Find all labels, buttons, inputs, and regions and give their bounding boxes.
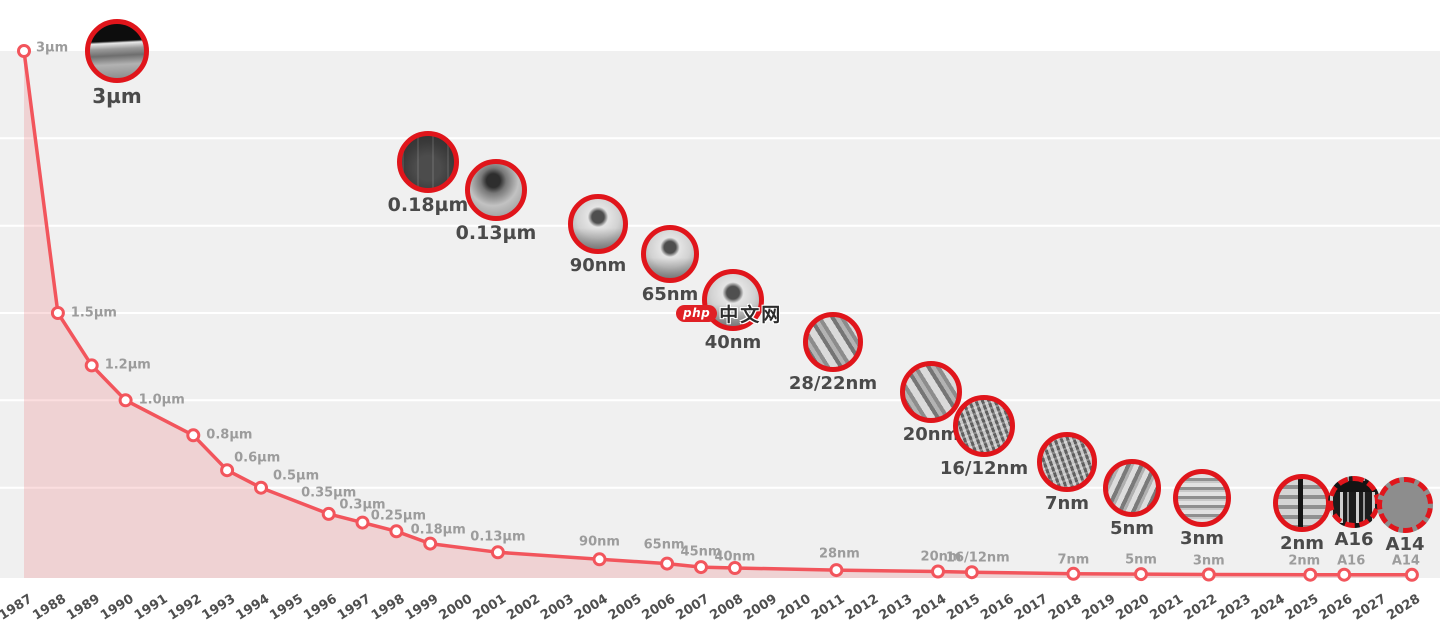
year-tick-label: 2026 [1317, 592, 1356, 624]
year-tick-label: 1987 [0, 592, 35, 624]
year-tick-label: 2023 [1215, 592, 1254, 624]
year-tick-label: 2008 [707, 592, 746, 624]
data-point-marker [118, 393, 133, 408]
year-tick-label: 2013 [877, 592, 916, 624]
year-tick-label: 2014 [910, 592, 949, 624]
year-tick-label: 2018 [1046, 592, 1085, 624]
php-logo-badge: php [676, 305, 718, 322]
year-tick-label: 1998 [369, 592, 408, 624]
data-point-marker [1404, 567, 1419, 582]
data-point-marker [84, 358, 99, 373]
year-tick-label: 2003 [538, 592, 577, 624]
data-point-marker [1134, 567, 1148, 582]
watermark-site-text: 中文网 [719, 304, 783, 326]
year-tick-label: 1992 [166, 592, 205, 624]
data-point-marker [490, 545, 505, 560]
year-tick-label: 2001 [470, 592, 509, 624]
year-tick-label: 1995 [267, 592, 306, 624]
year-tick-label: 2009 [741, 592, 780, 624]
year-tick-label: 2024 [1249, 592, 1288, 624]
year-tick-label: 1988 [30, 592, 69, 624]
data-point-marker [186, 428, 201, 443]
data-point-marker [829, 563, 844, 578]
data-point-marker [660, 556, 675, 571]
data-point-marker [592, 552, 607, 567]
year-tick-label: 1993 [200, 592, 239, 624]
data-point-marker [389, 524, 404, 539]
data-point-marker [321, 506, 336, 521]
year-tick-label: 1989 [64, 592, 103, 624]
year-tick-label: 2025 [1283, 592, 1322, 624]
year-tick-label: 1996 [301, 592, 340, 624]
year-tick-label: 2021 [1147, 592, 1186, 624]
year-tick-label: 2017 [1012, 592, 1051, 624]
data-point-marker [1201, 567, 1216, 582]
data-point-marker [1303, 567, 1318, 582]
watermark: php 中文网 [676, 300, 782, 327]
year-tick-label: 2020 [1113, 592, 1152, 624]
year-tick-label: 2004 [572, 592, 611, 624]
data-point-marker [423, 536, 438, 551]
data-point-marker [694, 560, 708, 575]
data-point-marker [931, 564, 945, 579]
year-tick-label: 1997 [335, 592, 374, 624]
data-point-marker [1066, 566, 1081, 581]
year-tick-label: 1999 [403, 592, 442, 624]
year-tick-label: 2002 [504, 592, 543, 624]
data-point-marker [220, 463, 235, 478]
year-tick-label: 2019 [1080, 592, 1119, 624]
year-tick-label: 2028 [1384, 592, 1423, 624]
year-tick-label: 2000 [437, 592, 476, 624]
year-tick-label: 2011 [809, 592, 848, 624]
data-point-marker [50, 306, 65, 320]
year-tick-label: 2016 [978, 592, 1017, 624]
data-point-marker [355, 515, 370, 530]
year-tick-label: 2012 [843, 592, 882, 624]
year-tick-label: 1990 [98, 592, 137, 624]
data-point-marker [964, 565, 979, 580]
data-point-marker [727, 561, 742, 575]
year-tick-label: 2027 [1350, 592, 1389, 624]
data-point-marker [1337, 567, 1352, 582]
year-tick-label: 1994 [233, 592, 272, 624]
year-tick-label: 2010 [775, 592, 814, 624]
year-tick-label: 2005 [606, 592, 645, 624]
year-tick-label: 2015 [944, 592, 983, 624]
area-fill [24, 51, 1412, 578]
year-tick-label: 2022 [1181, 592, 1220, 624]
year-tick-label: 2006 [640, 592, 679, 624]
data-point-marker [17, 44, 31, 58]
year-tick-label: 1991 [132, 592, 171, 624]
year-tick-label: 2007 [673, 592, 712, 624]
data-point-marker [254, 480, 268, 495]
